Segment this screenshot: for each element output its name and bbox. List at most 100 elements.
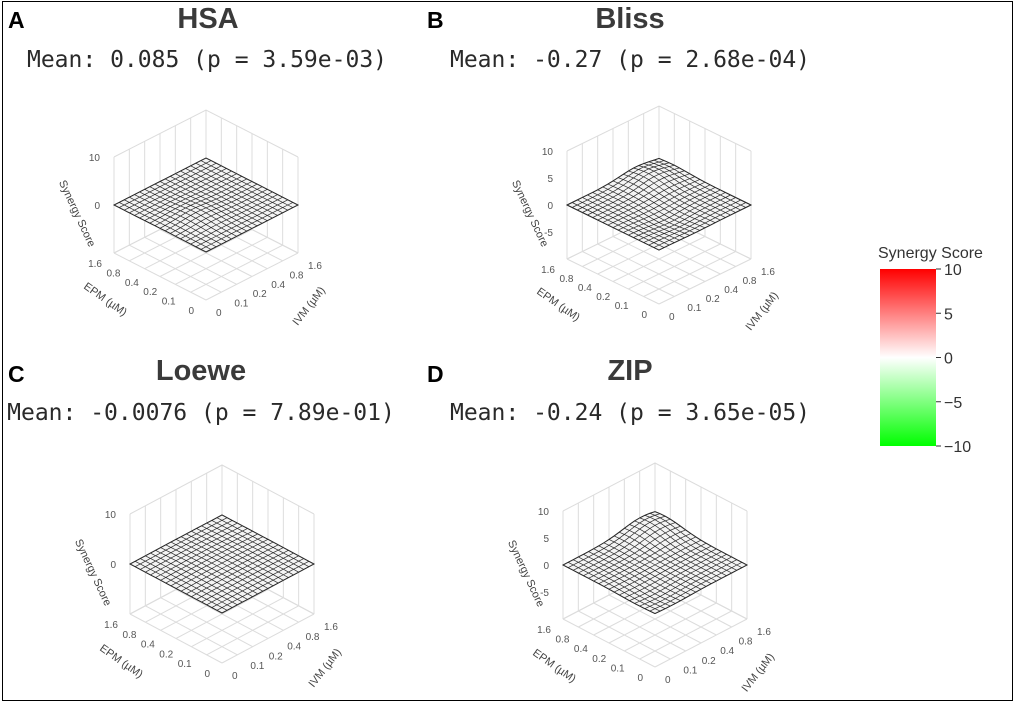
x-tick-label: 0	[204, 669, 210, 680]
z-tick-label: -5	[540, 588, 549, 599]
surface-mesh-line	[567, 562, 661, 612]
surface-mesh-line	[658, 158, 752, 206]
x-tick-label: 1.6	[541, 265, 555, 276]
surface-fill	[565, 157, 753, 251]
surface-mesh-line	[603, 542, 697, 593]
surface-mesh-line	[648, 161, 741, 211]
surface-mesh-line	[211, 520, 304, 570]
panel-subtitle: Mean: -0.0076 (p = 7.89e-01)	[7, 400, 395, 426]
surface-mesh-line	[144, 189, 237, 237]
z-tick-label: 0	[94, 201, 100, 212]
y-axis-title: IVM (µM)	[307, 647, 344, 690]
x-tick-label: 0.1	[615, 301, 629, 312]
y-axis-title: IVM (µM)	[740, 651, 777, 694]
x-axis-title: EPM (µM)	[97, 642, 145, 680]
x-tick-label: 0.2	[596, 292, 610, 303]
surface-mesh-line	[139, 191, 232, 240]
x-tick-label: 0.8	[122, 630, 136, 641]
panel-subtitle: Mean: -0.24 (p = 3.65e-05)	[450, 400, 810, 426]
z-tick-label: -5	[544, 228, 553, 239]
x-axis-title: EPM (µM)	[81, 281, 129, 319]
panel-zip: D ZIP Mean: -0.24 (p = 3.65e-05) -5 0 5 10 0 0.1…	[427, 355, 810, 694]
x-tick-label: 0	[637, 673, 643, 684]
z-axis-title: Synergy Score	[56, 178, 97, 248]
z-axis-title: Synergy Score	[72, 537, 113, 607]
legend-tick-label: 10	[944, 262, 962, 279]
x-tick-label: 0.2	[592, 654, 606, 665]
surface-mesh-line	[159, 181, 253, 229]
panel-letter: A	[8, 7, 25, 33]
surface-mesh-line	[562, 564, 656, 614]
y-tick-label: 1.6	[324, 622, 338, 633]
x-tick-label: 0.4	[141, 640, 155, 651]
surface-mesh-line	[134, 560, 228, 611]
surface-mesh-line	[643, 163, 736, 213]
surface-mesh-line	[129, 196, 222, 245]
surface-mesh-line	[205, 157, 299, 206]
y-tick-label: 0.8	[290, 270, 304, 281]
y-tick-label: 1.6	[308, 261, 322, 272]
z-tick-label: 0	[110, 560, 116, 571]
surface-mesh-line	[155, 549, 248, 600]
gridline	[566, 105, 752, 152]
surface-mesh-line	[186, 533, 279, 584]
legend-title: Synergy Score	[878, 245, 983, 262]
x-tick-label: 1.6	[88, 259, 102, 270]
surface-mesh-line	[145, 555, 238, 606]
panel-letter: B	[427, 7, 444, 33]
y-tick-label: 0.4	[720, 646, 734, 657]
x-tick-label: 0.1	[162, 297, 176, 308]
surface-mesh-line	[583, 553, 676, 604]
z-axis-title: Synergy Score	[509, 178, 550, 248]
surface-mesh-line	[175, 539, 269, 589]
y-tick-label: 0	[232, 671, 238, 682]
surface-mesh-line	[180, 536, 274, 587]
surface-mesh-line	[149, 186, 242, 234]
x-tick-label: 0	[188, 306, 194, 317]
y-tick-label: 0	[216, 308, 222, 319]
panel-letter: C	[8, 361, 25, 387]
surface-mesh-line	[612, 180, 706, 229]
legend-colorbar	[880, 269, 936, 446]
surface-mesh-line	[624, 527, 717, 582]
surface-mesh-line	[160, 547, 253, 597]
x-tick-label: 0.4	[125, 278, 139, 289]
surface-mesh-line	[639, 517, 732, 574]
gridline	[129, 464, 315, 515]
y-tick-label: 0	[669, 312, 675, 323]
surface-fill	[561, 511, 749, 615]
surface-mesh-line	[619, 531, 712, 585]
z-tick-label: 10	[538, 507, 550, 518]
z-tick-label: 5	[547, 174, 553, 185]
surface-mesh-line	[191, 530, 284, 581]
panel-subtitle: Mean: 0.085 (p = 3.59e-03)	[27, 47, 387, 73]
y-tick-label: 0.2	[253, 289, 267, 300]
x-tick-label: 0.2	[159, 649, 173, 660]
x-tick-label: 0.1	[611, 663, 625, 674]
surface-mesh-line	[170, 175, 263, 224]
y-tick-label: 0.8	[739, 637, 753, 648]
legend-tick-label: −10	[944, 439, 971, 456]
y-tick-label: 0	[665, 675, 671, 686]
z-tick-label: 5	[543, 534, 549, 545]
surface-mesh-line	[629, 524, 722, 579]
surface-fill	[112, 157, 300, 253]
x-tick-label: 0.1	[178, 659, 192, 670]
x-tick-label: 0.8	[559, 274, 573, 285]
y-tick-label: 0.8	[306, 632, 320, 643]
surface-mesh-line	[164, 178, 258, 227]
x-tick-label: 0.8	[555, 635, 569, 646]
legend-ticks: 10 5 0 −5 −10	[936, 262, 971, 456]
surface-mesh-line	[597, 189, 690, 236]
surface-mesh-line	[170, 541, 264, 592]
surface-mesh-line	[628, 170, 721, 221]
z-tick-label: 10	[89, 153, 101, 164]
y-tick-label: 0.1	[683, 665, 697, 676]
surface-mesh-line	[598, 545, 691, 596]
surface-mesh-line	[196, 528, 289, 578]
x-tick-label: 0	[641, 310, 647, 321]
x-tick-label: 1.6	[537, 625, 551, 636]
surface-mesh-line	[134, 194, 227, 242]
surface-mesh-line	[573, 559, 666, 609]
